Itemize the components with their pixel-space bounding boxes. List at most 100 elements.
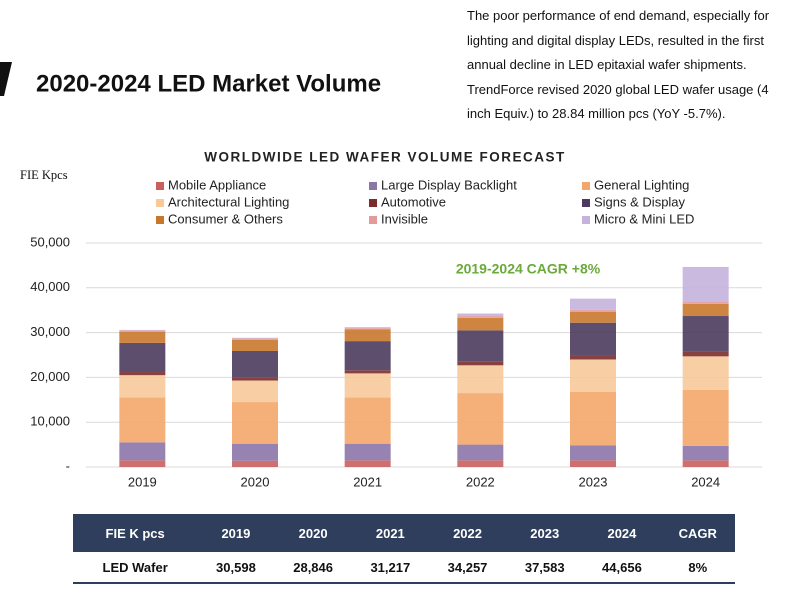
- table-cell: 31,217: [351, 552, 429, 584]
- note-line: The poor performance of end demand, espe…: [467, 8, 770, 23]
- bar-segment: [232, 377, 278, 381]
- bar-segment: [232, 443, 278, 461]
- legend-swatch: [369, 199, 377, 207]
- legend-label: Micro & Mini LED: [594, 211, 694, 226]
- bar-segment: [457, 330, 504, 362]
- legend-label: Architectural Lighting: [168, 194, 289, 209]
- bar-segment: [570, 445, 616, 461]
- bar-segment: [682, 389, 729, 446]
- y-tick-label: 10,000: [30, 414, 70, 429]
- legend-swatch: [582, 216, 590, 224]
- bar-segment: [344, 327, 391, 329]
- slide-title: 2020-2024 LED Market Volume: [36, 70, 381, 97]
- decoration: [0, 62, 12, 96]
- table-cell: 44,656: [583, 552, 661, 584]
- bar-segment: [119, 397, 166, 443]
- table-header-cell: 2024: [583, 514, 661, 552]
- table-cell: LED Wafer: [73, 552, 198, 584]
- table-header-cell: 2022: [428, 514, 507, 552]
- note-line: lighting and digital display LEDs, resul…: [467, 32, 764, 48]
- bar-segment: [344, 329, 391, 342]
- table-cell: 30,598: [197, 552, 275, 584]
- y-tick-label: 50,000: [30, 234, 70, 249]
- bar-segment: [457, 444, 504, 461]
- chart-title: WORLDWIDE LED WAFER VOLUME FORECAST: [204, 150, 565, 165]
- bar-segment: [119, 460, 166, 467]
- bar-segment: [119, 375, 166, 398]
- bar-segment: [457, 313, 504, 317]
- bar-segment: [119, 442, 166, 461]
- bar-segment: [344, 443, 391, 461]
- table-header-cell: FIE K pcs: [73, 514, 198, 552]
- legend-label: Consumer & Others: [168, 211, 283, 226]
- bar-segment: [232, 338, 278, 340]
- x-tick-label: 2022: [466, 474, 495, 489]
- legend-swatch: [156, 182, 164, 190]
- bar-segment: [570, 311, 616, 323]
- bar-segment: [232, 337, 278, 339]
- bar-segment: [344, 460, 391, 467]
- data-table: FIE K pcs 2019 2020 2021 2022 2023 2024 CAGR LED…: [73, 514, 735, 584]
- legend-swatch: [369, 216, 377, 224]
- note-line: annual decline in LED epitaxial wafer sh…: [467, 57, 747, 73]
- bar-segment: [344, 341, 391, 371]
- bar-segment: [344, 370, 391, 374]
- x-tick-label: 2021: [353, 474, 382, 489]
- legend-swatch: [369, 182, 377, 190]
- bar-segment: [457, 393, 504, 445]
- bar-segment: [119, 331, 166, 343]
- bar-segment: [232, 460, 278, 467]
- bar-segment: [232, 380, 278, 403]
- chart: 2020-2024 LED Market Volume WORLDWIDE LE…: [0, 62, 762, 489]
- y-tick-label: 20,000: [30, 369, 70, 384]
- bar-segment: [682, 316, 729, 352]
- bar-segment: [457, 365, 504, 394]
- bar-segment: [344, 328, 391, 330]
- legend-swatch: [582, 182, 590, 190]
- table-cell: 37,583: [506, 552, 584, 584]
- bar-segment: [344, 373, 391, 398]
- legend-swatch: [582, 199, 590, 207]
- table-header-cell: 2019: [197, 514, 275, 552]
- bar-segment: [457, 317, 504, 331]
- bar-segment: [232, 339, 278, 351]
- table-header-cell: 2020: [274, 514, 352, 552]
- legend-label: Automotive: [381, 194, 446, 209]
- bar-segment: [570, 391, 616, 446]
- x-tick-label: 2023: [579, 474, 608, 489]
- y-tick-label: -: [66, 458, 70, 473]
- bar-segment: [570, 359, 616, 392]
- bar-segment: [457, 361, 504, 366]
- bar-segment: [232, 402, 278, 444]
- bar-segment: [682, 303, 729, 317]
- y-tick-label: 40,000: [30, 279, 70, 294]
- bar-segment: [570, 322, 616, 356]
- bar-segment: [682, 445, 729, 461]
- note-line: TrendForce revised 2020 global LED wafer…: [467, 81, 769, 97]
- bar-segment: [682, 351, 729, 357]
- table-header-cell: 2023: [506, 514, 584, 552]
- table-cell: 34,257: [428, 552, 507, 584]
- bar-segment: [682, 266, 729, 302]
- table-header-row: FIE K pcs 2019 2020 2021 2022 2023 2024 CAGR: [73, 514, 735, 552]
- table-header-cell: 2021: [351, 514, 429, 552]
- table-header-cell: CAGR: [660, 514, 735, 552]
- legend-swatch: [156, 216, 164, 224]
- annotation: 2019-2024 CAGR +8%: [456, 261, 601, 277]
- bar-segment: [682, 356, 729, 390]
- bar-segment: [570, 460, 616, 467]
- bar-segment: [232, 350, 278, 378]
- bar-segment: [457, 316, 504, 318]
- bar-segment: [682, 301, 729, 304]
- bar-segment: [570, 355, 616, 360]
- note-line: inch Equiv.) to 28.84 million pcs (YoY -…: [467, 106, 726, 122]
- legend-label: Large Display Backlight: [381, 177, 517, 192]
- legend-label: Signs & Display: [594, 194, 686, 209]
- bar-segment: [344, 397, 391, 444]
- bar-segment: [119, 372, 166, 376]
- note: The poor performance of end demand, espe…: [467, 4, 797, 127]
- legend-swatch: [156, 199, 164, 207]
- legend-label: General Lighting: [594, 177, 689, 192]
- bar-segment: [570, 298, 616, 310]
